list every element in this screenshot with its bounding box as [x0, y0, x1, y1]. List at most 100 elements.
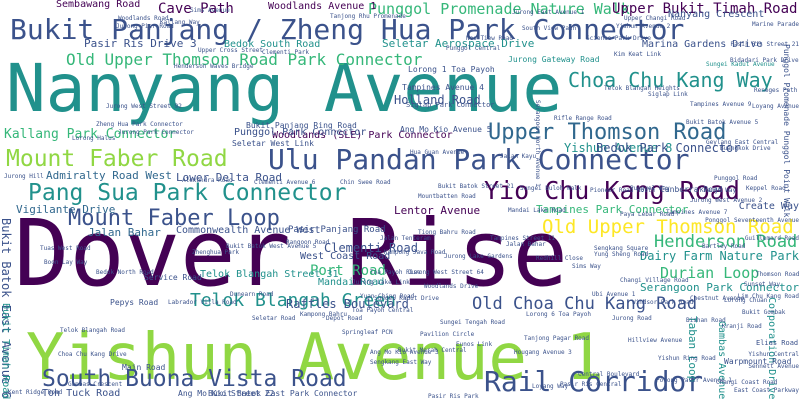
cloud-word: Jurong Park Connector	[118, 129, 194, 136]
cloud-word: Central Boulevard	[578, 371, 640, 378]
cloud-word: Serangoon North Avenue 1	[534, 100, 541, 187]
cloud-word: Sims Way	[572, 263, 601, 270]
cloud-word: Bukit Batok East Park Connector	[208, 389, 358, 398]
cloud-word: Jalan Bahar	[88, 226, 161, 239]
cloud-word: Bartley Road	[702, 243, 746, 250]
cloud-word: Nanyang Avenue	[6, 50, 563, 127]
cloud-word: Service Road	[144, 273, 202, 282]
cloud-word: Punggol Park Connector	[234, 127, 367, 138]
cloud-word: Jurong West Street 64	[408, 269, 484, 276]
cloud-word: Raffles Boulevard	[286, 297, 409, 311]
cloud-word: Main Road	[122, 363, 166, 372]
cloud-word: West Coast Road	[300, 251, 391, 262]
cloud-word: Old Upper Thomson Road	[542, 216, 794, 238]
cloud-word: Pavilion Circle	[420, 331, 475, 338]
cloud-word: Tiong Bahru Road	[418, 229, 476, 236]
cloud-word: Bedok North Road	[96, 269, 154, 276]
cloud-word: Yishun Avenue 1	[26, 321, 604, 395]
cloud-word: Sunset Way	[744, 281, 781, 288]
cloud-word: Buangkok Drive	[720, 145, 771, 152]
cloud-word: Lim Chu Kang Road	[737, 293, 799, 300]
cloud-word: Tanjong Pagar Road	[524, 335, 590, 342]
cloud-word: Springleaf PCN	[342, 329, 393, 336]
cloud-word: Old Choa Chu Kang Road	[472, 294, 698, 314]
cloud-word: Henderson Waves Bridge	[174, 63, 254, 70]
cloud-word: Jurong Road	[612, 315, 652, 322]
cloud-word: Choa Chu Kang Way	[568, 68, 773, 92]
cloud-word: Tampines Street 11	[490, 235, 556, 242]
cloud-word: Mandai Lake Road	[508, 207, 566, 214]
cloud-word: Neo Tiew Road	[466, 35, 513, 42]
cloud-word: Create Way	[738, 201, 799, 212]
cloud-word: Pasir Ris Drive 3	[84, 37, 197, 50]
cloud-word: Pioneer Road North	[590, 187, 656, 194]
cloud-word: Toh Tuck Road	[42, 388, 121, 399]
cloud-word: Dunearn Road	[230, 291, 274, 298]
cloud-word: Telok Blangah Heights	[604, 85, 680, 92]
cloud-word: Tanjong Rhu Promenade	[330, 13, 406, 20]
cloud-word: Pepys Road	[110, 298, 159, 307]
cloud-word: Sungei Buloh Walk	[520, 185, 582, 192]
cloud-word: Gambas Crescent	[68, 381, 123, 388]
cloud-word: Marine Parade	[752, 21, 799, 28]
cloud-word: Yishun Avenue 8	[564, 141, 673, 155]
cloud-word: Bedok Park Connector	[596, 141, 741, 155]
cloud-word: Yishun Avenue 2	[616, 23, 671, 30]
cloud-word: Boon Lay Way	[44, 259, 88, 266]
cloud-word: Sengkang East Way	[370, 359, 432, 366]
cloud-word: Hua Guan Avenue	[410, 149, 465, 156]
cloud-word: Rail Corridor	[484, 365, 704, 398]
cloud-word: Rifle Range Road	[554, 115, 612, 122]
cloud-word: Jalan Kayu	[500, 153, 537, 160]
cloud-word: Canberra Road	[660, 185, 723, 194]
cloud-word: Yio Chu Kang Road	[484, 176, 740, 205]
cloud-word: Siglap Link	[648, 91, 688, 98]
cloud-word: Yishun Ring Road	[658, 355, 716, 362]
cloud-word: Bukit Batok Street 21	[438, 183, 514, 190]
cloud-word: Geylang East Central	[706, 139, 779, 146]
cloud-word: Jurong West Street 92	[106, 103, 182, 110]
cloud-word: Hillview Avenue	[628, 337, 683, 344]
cloud-word: Upper Cross Street	[198, 47, 264, 54]
cloud-word: Jurong Lake Gardens	[444, 253, 513, 260]
cloud-word: Loyang Avenue	[752, 103, 799, 110]
cloud-word: Telok Blangah Green	[190, 290, 396, 311]
cloud-word: Guillemard Road	[744, 235, 799, 242]
cloud-word: Sungei Kadut Drive	[374, 295, 440, 302]
cloud-word: Zhenghua Park	[192, 249, 239, 256]
cloud-word: Tampines Avenue 9	[690, 101, 752, 108]
cloud-word: Kampong Java Road	[384, 249, 446, 256]
cloud-word: Vigilante Drive	[16, 203, 116, 216]
cloud-word: Keppel Road	[746, 185, 786, 192]
cloud-word: Telok Blangah Road	[60, 327, 126, 334]
cloud-word: Bidadari Park Drive	[730, 57, 799, 64]
cloud-word: Tampines Avenue 7	[666, 209, 728, 216]
cloud-word: Telok Blangah Street 31	[200, 269, 339, 280]
cloud-word: Kranji Way	[700, 187, 737, 194]
cloud-word: Woodlands Avenue 1	[268, 1, 377, 12]
cloud-word: Dairy Farm Nature Park	[640, 249, 799, 263]
cloud-word: Yung Sheng Road	[594, 251, 649, 258]
cloud-word: Sennett Avenue	[748, 363, 799, 370]
cloud-word: Lorong 1 Toa Payoh	[408, 65, 495, 74]
cloud-word: Bukit Panjang Ring Road	[246, 121, 357, 130]
cloud-word: Seletar West Link	[232, 139, 314, 148]
cloud-word: Bukit Batok West Avenue 5	[226, 243, 317, 250]
cloud-word: Sembawang Road	[56, 0, 141, 10]
cloud-word: Seletar Road	[252, 315, 296, 322]
cloud-word: Woodlands Road	[118, 15, 169, 22]
cloud-word: Elias Road	[756, 339, 799, 347]
cloud-word: Bukit Gombak	[742, 309, 786, 316]
cloud-word: Jalan Tenteram	[380, 235, 431, 242]
cloud-word: Woodlands Drive	[424, 283, 479, 290]
cloud-word: Upper Changi Road	[624, 15, 686, 22]
cloud-word: Nanyang Crescent	[668, 9, 765, 20]
cloud-word: Bukit Panjang / Zheng Hua Park Connector	[10, 13, 685, 46]
cloud-word: Pasir Ris Central	[560, 381, 622, 388]
cloud-word: Marina Gardens Drive	[642, 39, 763, 50]
cloud-word: Bishan Road	[686, 317, 726, 324]
cloud-word: Kent Ridge Road	[8, 389, 63, 396]
cloud-word: Paya Lebar Road	[620, 211, 675, 218]
cloud-word: Serangoon Park Connector	[640, 281, 799, 294]
cloud-word: Changi Village Road	[620, 277, 689, 284]
